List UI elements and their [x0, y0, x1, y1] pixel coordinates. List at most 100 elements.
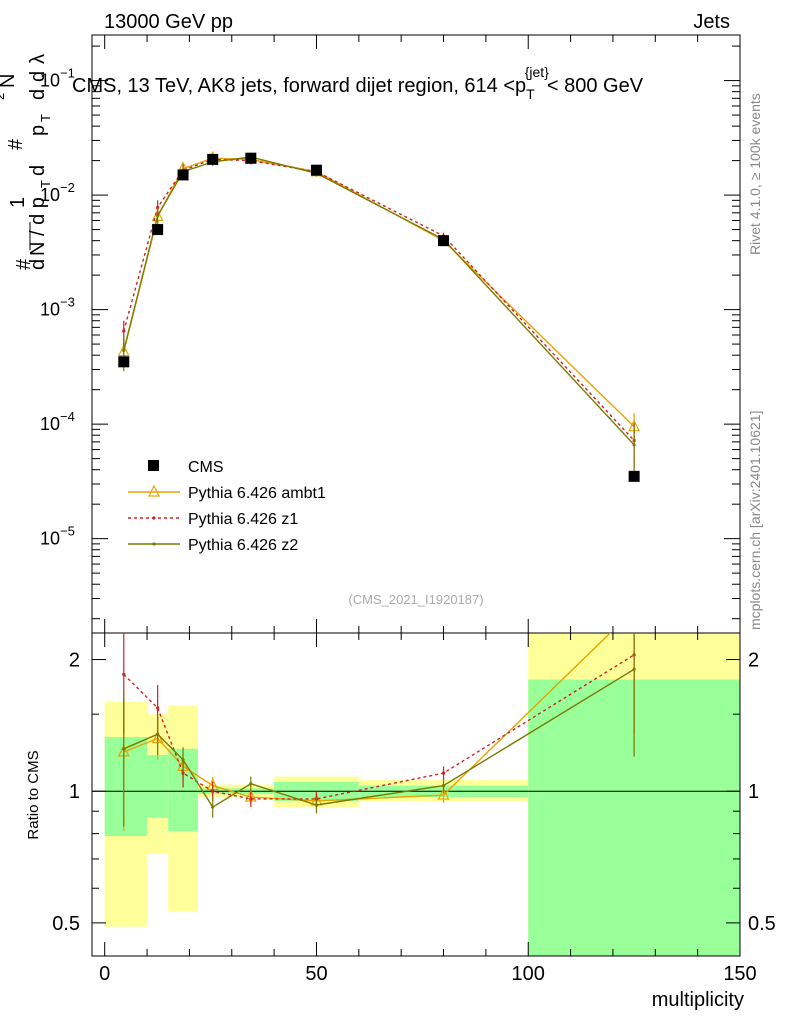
ratio-marker-z2 — [249, 782, 253, 786]
ylabel-subscript-t2: T — [38, 114, 53, 122]
tick-base: 10 — [40, 185, 60, 205]
ratio-marker-z1 — [122, 672, 126, 676]
ratio-uncertainty-bands — [104, 633, 740, 956]
ratio-marker-ambt1 — [437, 787, 450, 800]
plot-title-superscript: {jet} — [525, 64, 549, 80]
x-axis-label: multiplicity — [652, 989, 744, 1011]
legend-marker-z1 — [152, 516, 156, 520]
ratio-panel-series — [117, 633, 636, 832]
ylabel-superscript-2: 2 — [0, 93, 7, 100]
ratio-y-tick-label: 0.5 — [52, 913, 80, 935]
legend-label-z1: Pythia 6.426 z1 — [188, 511, 298, 528]
ylabel-p: p — [27, 125, 49, 136]
tick-exponent: −2 — [60, 180, 75, 195]
plot-title-subscript: T — [526, 86, 535, 102]
main-data-point-cms — [207, 153, 219, 165]
header-category-label: Jets — [693, 11, 730, 33]
main-data-point-cms — [245, 152, 257, 164]
ratio-y-tick-label-right: 1 — [748, 781, 759, 803]
mcplots-credit-label: mcplots.cern.ch [arXiv:2401.10621] — [747, 411, 763, 630]
ratio-y-tick-label: 1 — [69, 781, 80, 803]
tick-exponent: −3 — [60, 295, 75, 310]
main-y-tick-label: 10−1 — [40, 66, 75, 91]
main-data-point-cms — [118, 356, 130, 368]
tick-base: 10 — [40, 300, 60, 320]
plot-title-main: CMS, 13 TeV, AK8 jets, forward dijet reg… — [72, 75, 526, 97]
ratio-marker-z2 — [156, 732, 160, 736]
ylabel-n-over-dp: N / d p — [27, 197, 49, 256]
ylabel-subscript-t: T — [38, 180, 53, 188]
main-y-tick-label: 10−2 — [40, 180, 75, 205]
ratio-marker-z1 — [249, 797, 253, 801]
x-tick-label: 100 — [512, 963, 545, 985]
x-tick-label: 0 — [99, 963, 110, 985]
tick-exponent: −4 — [60, 409, 75, 424]
x-tick-label: 50 — [305, 963, 327, 985]
main-marker-z2 — [156, 214, 160, 218]
main-series-line-z2 — [123, 156, 635, 446]
legend-label-cms: CMS — [188, 459, 224, 476]
ratio-marker-z1 — [181, 771, 185, 775]
ratio-y-tick-label: 2 — [69, 650, 80, 672]
ylabel-d4: d — [27, 71, 49, 82]
ratio-marker-z2 — [314, 803, 319, 807]
ratio-marker-z1 — [211, 789, 215, 793]
main-y-tick-label: 10−3 — [40, 295, 75, 320]
ratio-marker-z2 — [632, 667, 636, 671]
main-y-tick-label: 10−4 — [40, 409, 75, 434]
main-marker-z2 — [122, 348, 126, 353]
ylabel-d: d — [27, 259, 49, 270]
main-data-point-cms — [177, 169, 189, 181]
main-panel-series — [117, 150, 641, 482]
rivet-version-label: Rivet 4.1.0, ≥ 100k events — [747, 93, 763, 255]
ylabel-d2: d — [27, 165, 49, 176]
main-data-point-cms — [152, 224, 164, 236]
tick-base: 10 — [40, 529, 60, 549]
legend: CMS Pythia 6.426 ambt1 Pythia 6.426 z1 Pyth… — [128, 459, 326, 554]
legend-marker-ambt1 — [148, 484, 160, 497]
main-data-point-cms — [438, 235, 450, 247]
ylabel-hash-left: # — [13, 258, 35, 270]
ratio-panel-axes: 0.5 0.5 1 1 2 2 0 50 100 150 — [52, 633, 776, 985]
legend-label-ambt1: Pythia 6.426 ambt1 — [188, 485, 326, 502]
ylabel-one: 1 — [7, 197, 29, 208]
ratio-series-line-ambt1 — [123, 633, 612, 802]
legend-marker-z2 — [152, 542, 156, 546]
ratio-series-line-z2 — [123, 668, 635, 809]
ratio-y-tick-label-right: 2 — [748, 650, 759, 672]
ratio-marker-z2 — [122, 747, 126, 751]
ratio-marker-z2 — [441, 783, 446, 788]
tick-exponent: −5 — [60, 524, 75, 539]
ratio-marker-z1 — [156, 706, 160, 710]
main-y-axis-label: #1dN / d pTd#pTd2Ndλ — [0, 54, 53, 270]
main-panel-axes: 10−110−210−310−410−5 — [40, 35, 741, 633]
tick-base: 10 — [40, 414, 60, 434]
main-y-label-group: #1dN / d pTd#pTd2Ndλ — [0, 54, 53, 270]
main-data-point-cms — [628, 470, 640, 482]
ratio-band-inner — [104, 737, 148, 836]
main-y-tick-label: 10−5 — [40, 524, 75, 549]
plot-title: CMS, 13 TeV, AK8 jets, forward dijet reg… — [72, 64, 644, 102]
plot-title-tail: < 800 GeV — [547, 75, 644, 97]
header-energy-label: 13000 GeV pp — [104, 11, 233, 33]
analysis-id-label: (CMS_2021_I1920187) — [348, 592, 483, 607]
legend-marker-cms — [148, 460, 159, 471]
tick-base: 10 — [40, 71, 60, 91]
ylabel-hash-mid: # — [5, 138, 27, 150]
main-marker-z1 — [156, 205, 160, 210]
x-tick-label: 150 — [723, 963, 756, 985]
main-series-line-z1 — [123, 158, 635, 441]
ratio-marker-z1 — [441, 771, 446, 775]
ratio-marker-z2 — [211, 805, 215, 809]
ratio-y-tick-label-right: 0.5 — [748, 913, 776, 935]
ylabel-lambda: λ — [27, 54, 49, 64]
main-marker-z1 — [122, 329, 126, 333]
main-data-point-cms — [310, 164, 322, 176]
ratio-panel-frame — [91, 632, 741, 957]
ylabel-d3: d — [27, 89, 49, 100]
ratio-marker-z2 — [181, 758, 185, 762]
legend-label-z2: Pythia 6.426 z2 — [188, 537, 298, 554]
ylabel-n-top: N — [0, 74, 19, 88]
ratio-band-inner — [147, 755, 169, 818]
tick-exponent: −1 — [60, 66, 75, 81]
